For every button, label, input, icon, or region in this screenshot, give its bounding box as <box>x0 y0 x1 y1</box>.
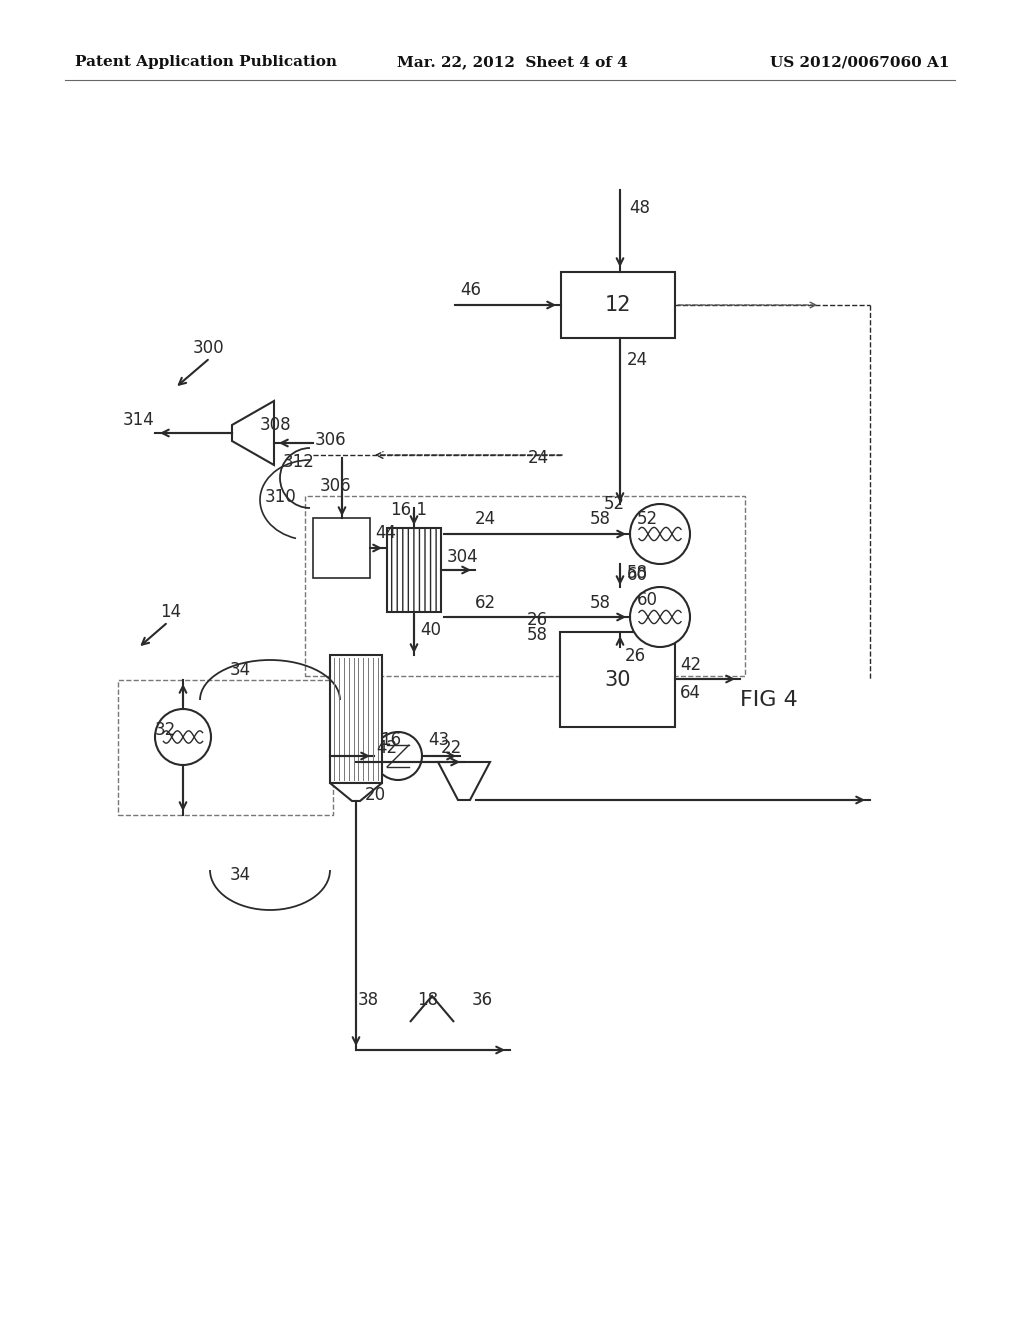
Text: 34: 34 <box>230 661 251 678</box>
Text: 26: 26 <box>625 647 646 665</box>
Text: 60: 60 <box>627 566 648 583</box>
Circle shape <box>374 733 422 780</box>
Text: 62: 62 <box>475 594 496 612</box>
Text: 20: 20 <box>365 785 386 804</box>
Bar <box>118 680 333 814</box>
Text: 314: 314 <box>123 411 155 429</box>
Text: 46: 46 <box>460 281 481 300</box>
Text: 64: 64 <box>680 684 701 702</box>
Text: 34: 34 <box>230 866 251 884</box>
Text: 58: 58 <box>590 510 611 528</box>
Text: 44: 44 <box>375 524 396 543</box>
Text: 24: 24 <box>475 510 496 528</box>
Text: 42: 42 <box>376 739 397 756</box>
Text: 306: 306 <box>319 477 351 495</box>
Text: 60: 60 <box>637 591 658 609</box>
Text: 52: 52 <box>604 495 625 513</box>
Text: 14: 14 <box>160 603 181 620</box>
Text: 43: 43 <box>428 731 450 748</box>
Text: 22: 22 <box>441 739 462 756</box>
Bar <box>560 632 675 727</box>
Text: 26: 26 <box>527 611 548 630</box>
Bar <box>387 528 441 612</box>
Text: 30: 30 <box>604 669 631 689</box>
Text: 32: 32 <box>155 721 176 739</box>
Text: 52: 52 <box>637 510 658 528</box>
Text: 58: 58 <box>627 564 648 582</box>
Text: 24: 24 <box>627 351 648 370</box>
Text: 38: 38 <box>358 991 379 1008</box>
Text: FIG 4: FIG 4 <box>740 690 798 710</box>
Text: 300: 300 <box>193 339 224 356</box>
Text: 48: 48 <box>629 199 650 216</box>
Text: 42: 42 <box>680 656 701 675</box>
Bar <box>313 517 370 578</box>
Text: 310: 310 <box>265 488 297 506</box>
Circle shape <box>630 504 690 564</box>
Text: Patent Application Publication: Patent Application Publication <box>75 55 337 69</box>
Text: 58: 58 <box>527 626 548 644</box>
Polygon shape <box>438 762 490 800</box>
Circle shape <box>155 709 211 766</box>
Bar <box>561 272 675 338</box>
Text: 36: 36 <box>472 991 494 1008</box>
Text: 16: 16 <box>380 731 401 748</box>
Polygon shape <box>232 401 274 465</box>
Text: 58: 58 <box>590 594 611 612</box>
Bar <box>330 655 382 783</box>
Polygon shape <box>330 783 382 801</box>
Text: 308: 308 <box>260 416 292 434</box>
Text: Mar. 22, 2012  Sheet 4 of 4: Mar. 22, 2012 Sheet 4 of 4 <box>396 55 628 69</box>
Text: 16.1: 16.1 <box>390 502 427 519</box>
Circle shape <box>630 587 690 647</box>
Text: 24: 24 <box>528 449 549 467</box>
Text: 306: 306 <box>315 432 347 449</box>
Bar <box>305 496 745 676</box>
Text: 12: 12 <box>605 294 631 315</box>
Text: 18: 18 <box>417 991 438 1008</box>
Text: 304: 304 <box>447 548 478 566</box>
Text: US 2012/0067060 A1: US 2012/0067060 A1 <box>770 55 950 69</box>
Text: 40: 40 <box>420 620 441 639</box>
Text: 312: 312 <box>283 453 314 471</box>
